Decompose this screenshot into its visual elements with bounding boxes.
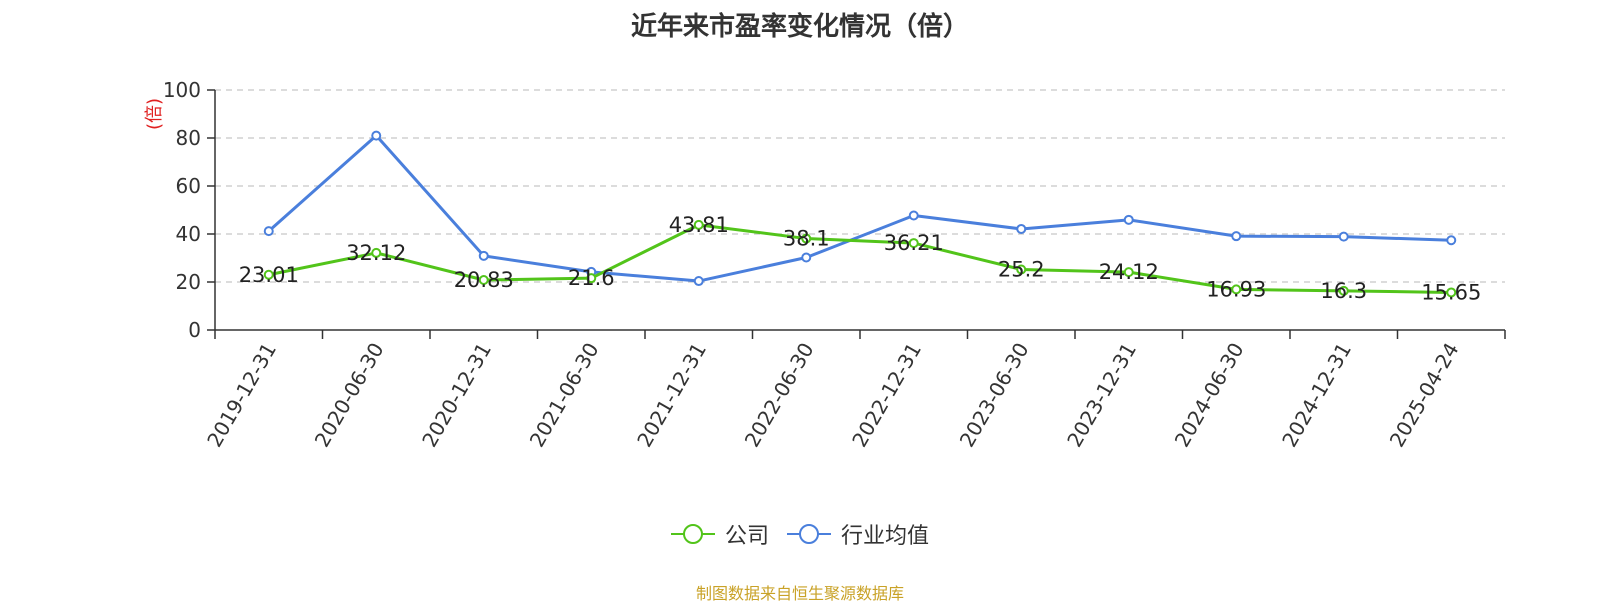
data-point bbox=[1231, 284, 1242, 295]
data-point bbox=[1338, 231, 1349, 242]
series-lines bbox=[263, 130, 1457, 298]
data-point bbox=[1016, 264, 1027, 275]
x-tick-label: 2023-06-30 bbox=[955, 339, 1034, 452]
x-tick-label: 2021-06-30 bbox=[525, 339, 604, 452]
chart-title: 近年来市盈率变化情况（倍） bbox=[630, 12, 969, 42]
x-tick-label: 2021-12-31 bbox=[632, 339, 711, 452]
legend: 公司 行业均值 bbox=[0, 518, 1600, 550]
data-label: 21.6 bbox=[568, 266, 615, 290]
data-point bbox=[1338, 285, 1349, 296]
data-point bbox=[908, 210, 919, 221]
y-tick-label: 100 bbox=[163, 78, 201, 102]
data-label: 20.83 bbox=[454, 268, 514, 292]
data-source-note: 制图数据来自恒生聚源数据库 bbox=[695, 584, 904, 603]
data-point bbox=[263, 269, 274, 280]
x-tick-label: 2022-12-31 bbox=[847, 339, 926, 452]
data-point bbox=[693, 276, 704, 287]
legend-company-icon bbox=[670, 524, 715, 544]
x-tick-label: 2020-06-30 bbox=[310, 339, 389, 452]
legend-industry-icon bbox=[787, 524, 831, 544]
data-point bbox=[908, 238, 919, 249]
data-label: 16.3 bbox=[1320, 279, 1367, 303]
x-tick-label: 2022-06-30 bbox=[740, 339, 819, 452]
data-point bbox=[1016, 223, 1027, 234]
data-point bbox=[371, 130, 382, 141]
x-tick-label: 2025-04-24 bbox=[1385, 339, 1464, 452]
data-point bbox=[263, 226, 274, 237]
x-tick-label: 2024-06-30 bbox=[1170, 339, 1249, 452]
data-point bbox=[1231, 231, 1242, 242]
data-label: 32.12 bbox=[346, 241, 406, 265]
y-tick-label: 80 bbox=[176, 126, 201, 150]
data-point bbox=[1123, 214, 1134, 225]
data-point bbox=[1446, 287, 1457, 298]
y-tick-label: 20 bbox=[176, 270, 201, 294]
data-point bbox=[586, 273, 597, 284]
data-point bbox=[371, 247, 382, 258]
data-label: 24.12 bbox=[1099, 260, 1159, 284]
legend-industry-label: 行业均值 bbox=[841, 524, 930, 549]
x-tick-label: 2019-12-31 bbox=[202, 339, 281, 452]
data-point bbox=[1446, 235, 1457, 246]
grid-lines bbox=[215, 89, 1505, 283]
data-point bbox=[1123, 267, 1134, 278]
y-tick-label: 40 bbox=[176, 222, 201, 246]
series-line bbox=[267, 134, 1452, 283]
x-tick-label: 2020-12-31 bbox=[417, 339, 496, 452]
y-tick-label: 0 bbox=[188, 318, 201, 342]
x-tick-label: 2023-12-31 bbox=[1062, 339, 1141, 452]
data-label: 38.1 bbox=[783, 227, 830, 251]
data-labels: 23.01 32.12 20.83 21.6 43.81 38.1 36.21 25.2 24.… bbox=[239, 213, 1482, 305]
x-tick-label: 2024-12-31 bbox=[1277, 339, 1356, 452]
data-point bbox=[693, 219, 704, 230]
data-point bbox=[478, 250, 489, 261]
series-line bbox=[268, 223, 1452, 294]
legend-item-industry-average[interactable]: 行业均值 bbox=[787, 518, 929, 550]
data-label: 23.01 bbox=[239, 263, 299, 287]
data-label: 36.21 bbox=[884, 231, 944, 255]
data-label: 15.65 bbox=[1421, 280, 1481, 304]
data-point bbox=[478, 275, 489, 286]
y-axis-label: (倍) bbox=[144, 98, 165, 130]
data-label: 25.2 bbox=[998, 258, 1045, 282]
data-label: 43.81 bbox=[669, 213, 729, 237]
legend-company-label: 公司 bbox=[724, 524, 769, 549]
data-point bbox=[801, 233, 812, 244]
y-tick-label: 60 bbox=[176, 174, 201, 198]
data-label: 16.93 bbox=[1206, 277, 1266, 301]
data-point bbox=[801, 252, 812, 263]
legend-item-company[interactable]: 公司 bbox=[670, 518, 769, 550]
